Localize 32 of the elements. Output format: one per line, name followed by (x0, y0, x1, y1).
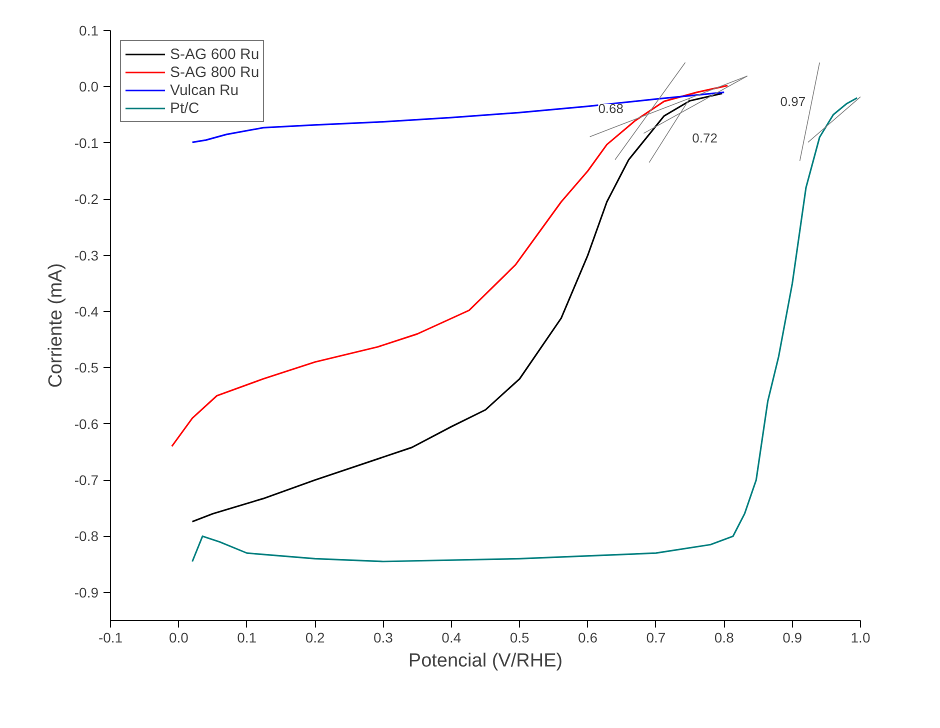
y-tick-label: -0.4 (74, 303, 99, 320)
y-tick-label: -0.8 (74, 528, 99, 544)
y-tick-label: -0.3 (74, 247, 99, 264)
y-tick-label: -0.2 (74, 191, 99, 208)
y-tick-label: -0.9 (74, 584, 99, 600)
legend-label: Vulcan Ru (170, 81, 239, 99)
x-tick-label: 0.4 (442, 630, 462, 646)
x-tick-label: 0.9 (782, 630, 802, 646)
legend-label: S-AG 800 Ru (170, 63, 260, 81)
x-tick-label: 0.5 (510, 630, 530, 646)
x-tick-label: 0.1 (237, 630, 257, 646)
annotation: 0.72 (692, 130, 718, 146)
y-tick-label: -0.1 (74, 134, 99, 151)
y-axis-title: Corriente (mA) (45, 263, 66, 388)
legend-label: S-AG 600 Ru (170, 45, 260, 63)
x-tick-label: 0.8 (714, 630, 734, 646)
annotation: 0.97 (780, 94, 806, 109)
x-tick-label: 0.3 (373, 630, 394, 646)
y-tick-label: -0.5 (74, 360, 99, 376)
y-tick-label: -0.6 (74, 416, 99, 432)
x-tick-label: 0.7 (646, 630, 666, 646)
legend-label: Pt/C (170, 99, 200, 117)
x-tick-label: 0.2 (305, 630, 325, 646)
x-tick-label: -0.1 (98, 630, 123, 646)
y-tick-label: 0.0 (79, 78, 99, 95)
x-axis-title: Potencial (V/RHE) (408, 650, 563, 672)
x-tick-label: 0.6 (578, 630, 598, 646)
x-tick-label: 0.0 (168, 630, 189, 646)
y-tick-label: 0.1 (79, 22, 99, 38)
x-tick-label: 1.0 (850, 630, 870, 646)
y-tick-label: -0.7 (74, 472, 99, 488)
annotation: 0.68 (598, 100, 624, 116)
